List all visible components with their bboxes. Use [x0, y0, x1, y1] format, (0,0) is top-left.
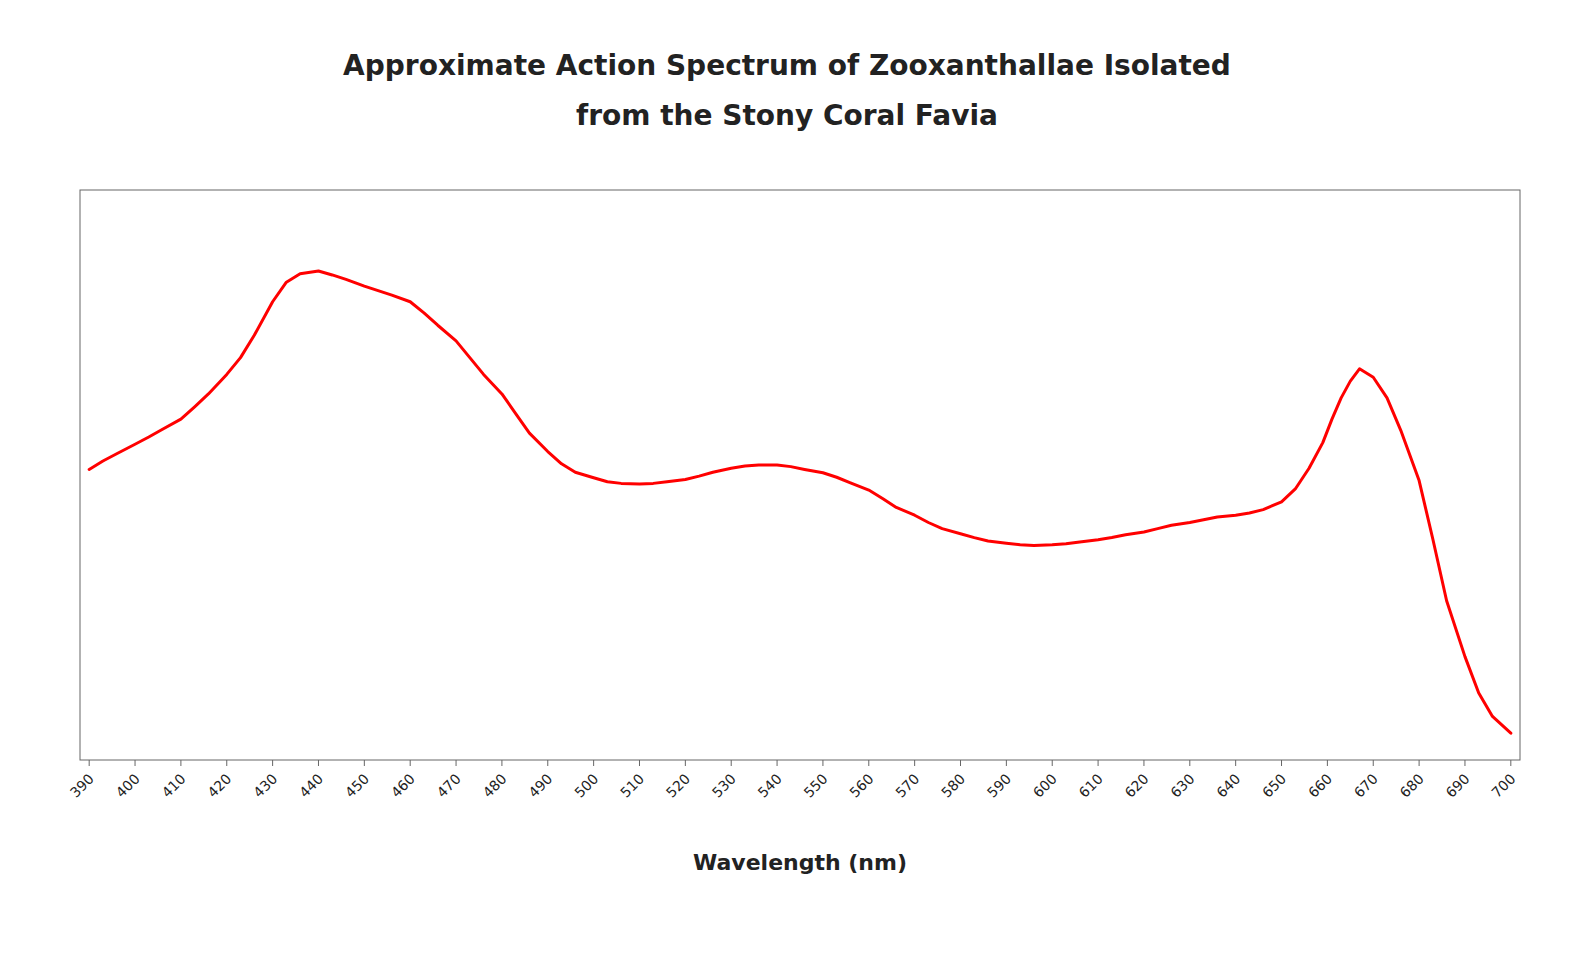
x-tick-label: 450: [342, 770, 372, 800]
x-tick: [501, 760, 502, 766]
x-tick-label: 400: [113, 770, 143, 800]
x-tick: [914, 760, 915, 766]
x-tick: [777, 760, 778, 766]
plot-area: [89, 271, 1511, 733]
x-tick-label: 670: [1351, 770, 1381, 800]
x-tick: [1510, 760, 1511, 766]
x-tick-label: 500: [571, 770, 601, 800]
x-tick-label: 440: [296, 770, 326, 800]
x-tick: [1143, 760, 1144, 766]
x-tick: [364, 760, 365, 766]
title: Approximate Action Spectrum of Zooxantha…: [343, 49, 1231, 82]
x-tick: [1373, 760, 1374, 766]
x-tick-label: 610: [1076, 770, 1106, 800]
x-tick-label: 600: [1030, 770, 1060, 800]
x-tick: [868, 760, 869, 766]
x-tick: [593, 760, 594, 766]
x-tick-label: 490: [525, 770, 555, 800]
x-tick: [960, 760, 961, 766]
x-tick-label: 630: [1167, 770, 1197, 800]
x-tick-label: 570: [892, 770, 922, 800]
x-tick: [1189, 760, 1190, 766]
x-tick-label: 420: [204, 770, 234, 800]
x-tick: [410, 760, 411, 766]
x-tick: [685, 760, 686, 766]
x-tick-label: 560: [846, 770, 876, 800]
x-tick: [318, 760, 319, 766]
x-tick: [89, 760, 90, 766]
x-axis-label: Wavelength (nm): [693, 850, 907, 875]
x-tick: [1464, 760, 1465, 766]
x-tick: [1327, 760, 1328, 766]
x-tick-label: 390: [67, 770, 97, 800]
x-tick-label: 460: [388, 770, 418, 800]
x-tick-label: 520: [663, 770, 693, 800]
x-tick: [547, 760, 548, 766]
x-tick-label: 690: [1443, 770, 1473, 800]
x-tick: [1281, 760, 1282, 766]
x-tick-label: 580: [938, 770, 968, 800]
chart: Approximate Action Spectrum of Zooxantha…: [0, 0, 1574, 972]
plot-frame: [80, 190, 1520, 760]
x-tick-label: 480: [479, 770, 509, 800]
x-tick-label: 510: [617, 770, 647, 800]
x-tick-label: 660: [1305, 770, 1335, 800]
x-tick: [1006, 760, 1007, 766]
x-tick-label: 620: [1122, 770, 1152, 800]
x-tick-label: 680: [1397, 770, 1427, 800]
x-tick-label: 410: [158, 770, 188, 800]
x-tick-label: 640: [1213, 770, 1243, 800]
x-tick: [731, 760, 732, 766]
x-tick-label: 430: [250, 770, 280, 800]
x-tick: [1052, 760, 1053, 766]
x-tick-label: 700: [1488, 770, 1518, 800]
background: [0, 0, 1574, 972]
x-tick: [1419, 760, 1420, 766]
title: from the Stony Coral Favia: [576, 99, 998, 132]
x-tick: [272, 760, 273, 766]
x-tick: [135, 760, 136, 766]
spectrum-line: [89, 271, 1511, 733]
x-tick-label: 650: [1259, 770, 1289, 800]
x-tick: [456, 760, 457, 766]
x-tick-label: 530: [709, 770, 739, 800]
x-tick: [180, 760, 181, 766]
x-tick: [1235, 760, 1236, 766]
x-tick-label: 540: [755, 770, 785, 800]
x-tick-label: 550: [800, 770, 830, 800]
x-tick: [226, 760, 227, 766]
x-tick: [1098, 760, 1099, 766]
x-tick: [639, 760, 640, 766]
x-tick: [822, 760, 823, 766]
x-tick-label: 590: [984, 770, 1014, 800]
x-tick-label: 470: [434, 770, 464, 800]
